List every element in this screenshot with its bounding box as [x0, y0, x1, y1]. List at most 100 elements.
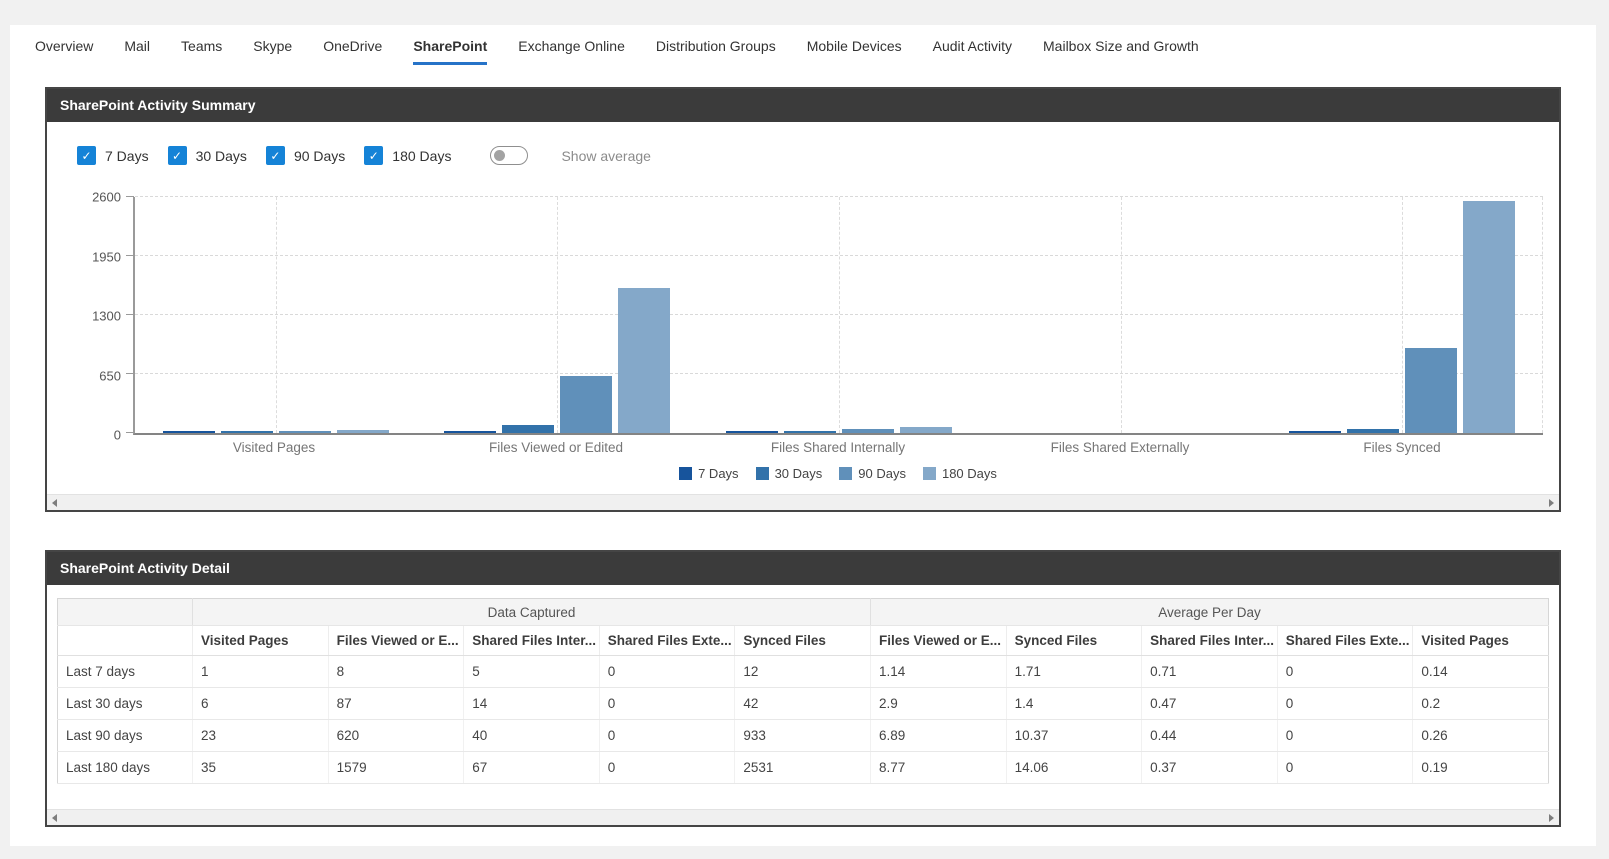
- tab-bar: Overview Mail Teams Skype OneDrive SharePoint…: [10, 25, 1596, 65]
- cell: 42: [734, 687, 871, 720]
- sharepoint-activity-summary-panel: SharePoint Activity Summary ✓ 7 Days ✓ 30 D…: [45, 87, 1561, 512]
- filter-90-days[interactable]: ✓ 90 Days: [265, 146, 346, 165]
- bar-group-files-synced: [1261, 197, 1543, 433]
- table-row-last-7-days: Last 7 days 1 8 5 0 12 1.14 1.71 0.71 0 0.14: [57, 655, 1549, 688]
- tab-teams[interactable]: Teams: [181, 38, 223, 54]
- tab-audit-activity[interactable]: Audit Activity: [932, 38, 1013, 54]
- row-label: Last 7 days: [57, 655, 193, 688]
- show-average-toggle[interactable]: [490, 146, 529, 165]
- column-header: Shared Files Exte...: [1277, 625, 1414, 656]
- filter-label: 180 Days: [392, 147, 452, 164]
- bar-groups: [135, 197, 1543, 433]
- legend-item-180-days[interactable]: 180 Days: [922, 466, 997, 481]
- cell: 0.71: [1141, 655, 1278, 688]
- cell: 933: [734, 719, 871, 752]
- column-header: Shared Files Inter...: [463, 625, 600, 656]
- cell: 1: [192, 655, 329, 688]
- legend-label: 90 Days: [858, 466, 906, 481]
- cell: 0.47: [1141, 687, 1278, 720]
- cell: 87: [328, 687, 465, 720]
- filter-7-days[interactable]: ✓ 7 Days: [77, 146, 149, 165]
- cell: 620: [328, 719, 465, 752]
- y-axis: 0 650 1300 1950 2600: [75, 190, 133, 443]
- detail-horizontal-scrollbar[interactable]: [47, 809, 1559, 825]
- cell: 0: [599, 751, 736, 784]
- scroll-right-icon[interactable]: [1549, 814, 1554, 822]
- bar-7-days-visited-pages: [162, 431, 215, 433]
- cell: 1.4: [1006, 687, 1143, 720]
- table-row-last-90-days: Last 90 days 23 620 40 0 933 6.89 10.37 0.44 0 0.2…: [57, 719, 1549, 752]
- cell: 0.37: [1141, 751, 1278, 784]
- bar-group-files-shared-externally: [980, 197, 1262, 433]
- bar-30-days-files-viewed-or-edited: [502, 425, 555, 433]
- cell: 14.06: [1006, 751, 1143, 784]
- cell: 14: [463, 687, 600, 720]
- bar-30-days-files-synced: [1347, 429, 1400, 433]
- filter-label: 7 Days: [105, 147, 149, 164]
- y-tick-label: 2600: [92, 189, 121, 205]
- group-header-average-per-day: Average Per Day: [869, 598, 1549, 626]
- filter-label: 90 Days: [293, 147, 346, 164]
- legend-item-90-days[interactable]: 90 Days: [839, 466, 906, 481]
- bar-90-days-visited-pages: [278, 431, 331, 433]
- tab-skype[interactable]: Skype: [253, 38, 293, 54]
- scroll-left-icon[interactable]: [52, 499, 57, 507]
- cell: 8: [328, 655, 465, 688]
- summary-panel-title: SharePoint Activity Summary: [47, 89, 1559, 122]
- y-tick-label: 1300: [92, 308, 121, 324]
- cell: 67: [463, 751, 600, 784]
- cell: 6.89: [870, 719, 1007, 752]
- cell: 0: [1277, 687, 1414, 720]
- cell: 0.2: [1412, 687, 1549, 720]
- bar-group-visited-pages: [135, 197, 417, 433]
- cell: 1579: [328, 751, 465, 784]
- column-header: Synced Files: [734, 625, 871, 656]
- bar-30-days-visited-pages: [220, 431, 273, 433]
- tab-mobile-devices[interactable]: Mobile Devices: [806, 38, 902, 54]
- check-icon: ✓: [270, 148, 281, 163]
- checkbox-7-days[interactable]: ✓: [77, 146, 96, 165]
- row-label: Last 180 days: [57, 751, 193, 784]
- category-label: Files Shared Internally: [770, 440, 906, 455]
- legend-item-30-days[interactable]: 30 Days: [755, 466, 823, 481]
- plot-column: Visited Pages Files Viewed or Edited Files…: [126, 196, 1543, 481]
- legend-item-7-days[interactable]: 7 Days: [679, 466, 739, 481]
- tab-sharepoint[interactable]: SharePoint: [413, 38, 488, 65]
- table-column-header-row: Visited Pages Files Viewed or E... Shared …: [57, 625, 1549, 656]
- cell: 23: [192, 719, 329, 752]
- legend-swatch-icon: [839, 467, 853, 480]
- y-tick-mark: [126, 255, 134, 256]
- tab-overview[interactable]: Overview: [35, 38, 94, 54]
- bar-180-days-files-shared-internally: [899, 427, 952, 433]
- scroll-left-icon[interactable]: [52, 814, 57, 822]
- cell: 0.19: [1412, 751, 1549, 784]
- summary-horizontal-scrollbar[interactable]: [47, 494, 1559, 510]
- checkbox-90-days[interactable]: ✓: [265, 146, 285, 165]
- legend-swatch-icon: [679, 467, 693, 480]
- tab-exchange-online[interactable]: Exchange Online: [518, 38, 625, 54]
- tab-mail[interactable]: Mail: [124, 38, 151, 54]
- y-tick-mark: [126, 432, 134, 433]
- cell: 0: [599, 655, 736, 688]
- row-label: Last 90 days: [57, 719, 193, 752]
- filter-180-days[interactable]: ✓ 180 Days: [364, 146, 451, 165]
- column-header: Files Viewed or E...: [870, 625, 1007, 656]
- corner-cell: [57, 598, 193, 626]
- cell: 12: [734, 655, 871, 688]
- tab-onedrive[interactable]: OneDrive: [323, 38, 383, 54]
- checkbox-180-days[interactable]: ✓: [364, 146, 384, 165]
- scroll-right-icon[interactable]: [1549, 499, 1554, 507]
- table-body: Data Captured Average Per Day Visited Page…: [57, 598, 1549, 784]
- cell: 1.71: [1006, 655, 1143, 688]
- legend-label: 30 Days: [774, 466, 823, 481]
- detail-panel-title: SharePoint Activity Detail: [47, 552, 1559, 585]
- tab-mailbox-size-and-growth[interactable]: Mailbox Size and Growth: [1043, 38, 1199, 54]
- checkbox-30-days[interactable]: ✓: [167, 146, 187, 165]
- table-row-last-180-days: Last 180 days 35 1579 67 0 2531 8.77 14.06 0.37 0…: [57, 751, 1549, 784]
- tab-distribution-groups[interactable]: Distribution Groups: [655, 38, 776, 54]
- filter-30-days[interactable]: ✓ 30 Days: [167, 146, 247, 165]
- category-gridline: [838, 197, 840, 433]
- category-axis: Visited Pages Files Viewed or Edited Files…: [133, 440, 1543, 455]
- check-icon: ✓: [172, 148, 183, 163]
- cell: 5: [463, 655, 600, 688]
